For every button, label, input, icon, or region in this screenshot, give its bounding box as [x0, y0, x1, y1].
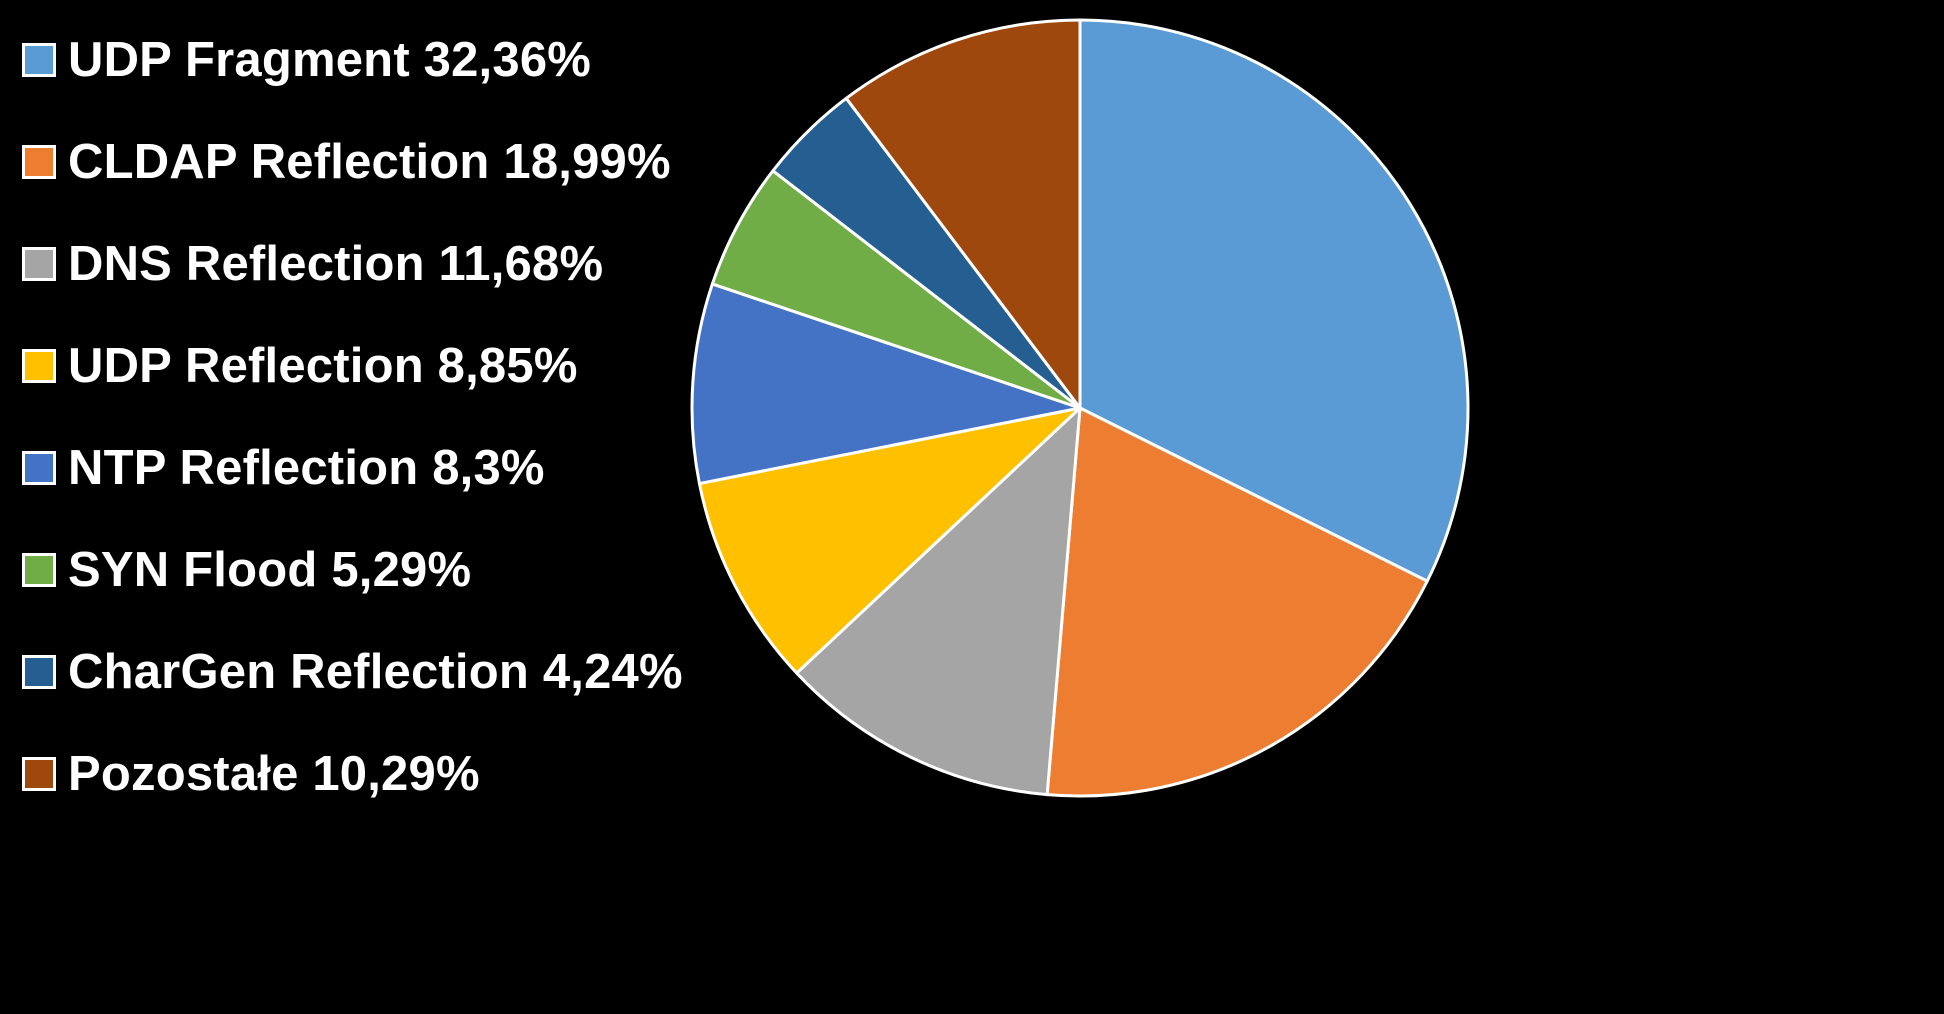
pie-slice [1045, 406, 1429, 798]
legend-label: CLDAP Reflection 18,99% [68, 135, 671, 189]
legend-swatch [22, 43, 56, 77]
pie-slice [697, 406, 1082, 675]
legend-label: UDP Reflection 8,85% [68, 339, 578, 393]
legend-label: NTP Reflection 8,3% [68, 441, 545, 495]
legend-swatch [22, 145, 56, 179]
legend-item: CharGen Reflection 4,24% [22, 632, 683, 712]
legend-label: SYN Flood 5,29% [68, 543, 472, 597]
pie-slice [690, 282, 1082, 486]
pie-slice [844, 18, 1082, 410]
pie-slice [1078, 18, 1470, 583]
legend-item: Pozostałe 10,29% [22, 734, 480, 814]
legend-item: UDP Fragment 32,36% [22, 20, 591, 100]
legend-label: UDP Fragment 32,36% [68, 33, 592, 87]
legend-label: CharGen Reflection 4,24% [68, 645, 683, 699]
legend-swatch [22, 553, 56, 587]
legend-item: SYN Flood 5,29% [22, 530, 471, 610]
pie-slice [795, 406, 1082, 797]
legend-swatch [22, 655, 56, 689]
legend-item: DNS Reflection 11,68% [22, 224, 603, 304]
legend-item: NTP Reflection 8,3% [22, 428, 545, 508]
legend-swatch [22, 757, 56, 791]
legend-swatch [22, 349, 56, 383]
legend-swatch [22, 247, 56, 281]
legend-label: Pozostałe 10,29% [68, 747, 480, 801]
legend-label: DNS Reflection 11,68% [68, 237, 604, 291]
legend-item: CLDAP Reflection 18,99% [22, 122, 671, 202]
legend-swatch [22, 451, 56, 485]
legend-item: UDP Reflection 8,85% [22, 326, 578, 406]
